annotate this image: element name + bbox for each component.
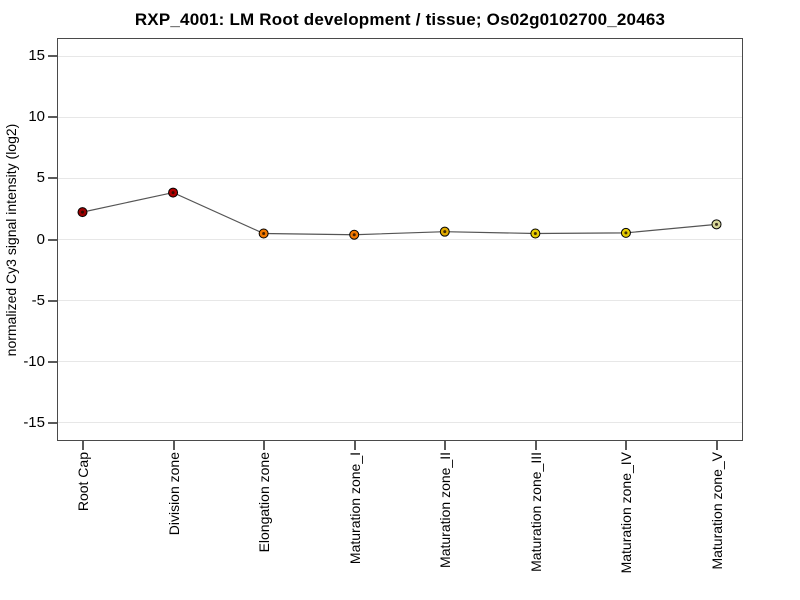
x-category-label: Root Cap <box>75 452 91 512</box>
x-category-label: Maturation zone_I <box>346 452 363 565</box>
y-axis-tick <box>48 177 57 180</box>
gridline <box>58 422 742 424</box>
x-axis-tick <box>534 441 537 450</box>
x-axis-tick <box>172 441 175 450</box>
gridline <box>58 116 742 118</box>
series-plot <box>77 187 722 240</box>
y-tick-label: 10 <box>28 108 45 126</box>
x-category-label: Maturation zone_V <box>709 452 725 570</box>
x-category-label: Maturation zone_II <box>437 452 454 568</box>
plot-area <box>57 38 743 441</box>
y-tick-label: -5 <box>31 291 45 309</box>
series-line <box>82 191 717 236</box>
y-tick-label: -10 <box>23 352 45 370</box>
x-axis-tick <box>353 441 356 450</box>
y-tick-label: 0 <box>36 230 45 248</box>
x-axis-tick <box>625 441 628 450</box>
data-point-center-dot <box>443 230 447 234</box>
gridline <box>58 300 742 302</box>
data-point-center-dot <box>352 233 356 237</box>
x-category-label: Elongation zone <box>256 452 273 553</box>
y-axis-tick <box>48 360 57 363</box>
y-tick-label: 15 <box>28 47 45 65</box>
y-tick-label: 5 <box>36 169 45 187</box>
chart-title: RXP_4001: LM Root development / tissue; … <box>134 10 666 29</box>
gridline <box>58 177 742 179</box>
y-tick-label: -15 <box>23 413 45 431</box>
data-point-center-dot <box>171 191 175 195</box>
data-point-center-dot <box>624 231 628 235</box>
data-point-center-dot <box>262 232 266 236</box>
y-axis-tick <box>48 299 57 302</box>
x-axis-tick <box>82 441 84 450</box>
y-axis-tick <box>48 116 57 119</box>
gridline <box>58 361 742 363</box>
y-axis-tick <box>48 238 57 241</box>
x-category-label: Maturation zone_IV <box>618 452 635 574</box>
x-axis-tick <box>716 441 718 450</box>
y-axis-tick <box>48 55 57 58</box>
x-axis-tick <box>263 441 266 450</box>
data-point-center-dot <box>533 232 537 236</box>
y-axis-tick <box>48 421 57 424</box>
data-point-center-dot <box>81 210 84 214</box>
x-category-label: Division zone <box>165 452 182 536</box>
data-point-center-dot <box>715 222 718 226</box>
gridline <box>58 55 742 57</box>
gridline <box>58 239 742 240</box>
x-axis-tick <box>444 441 447 450</box>
x-category-label: Maturation zone_III <box>527 452 544 572</box>
